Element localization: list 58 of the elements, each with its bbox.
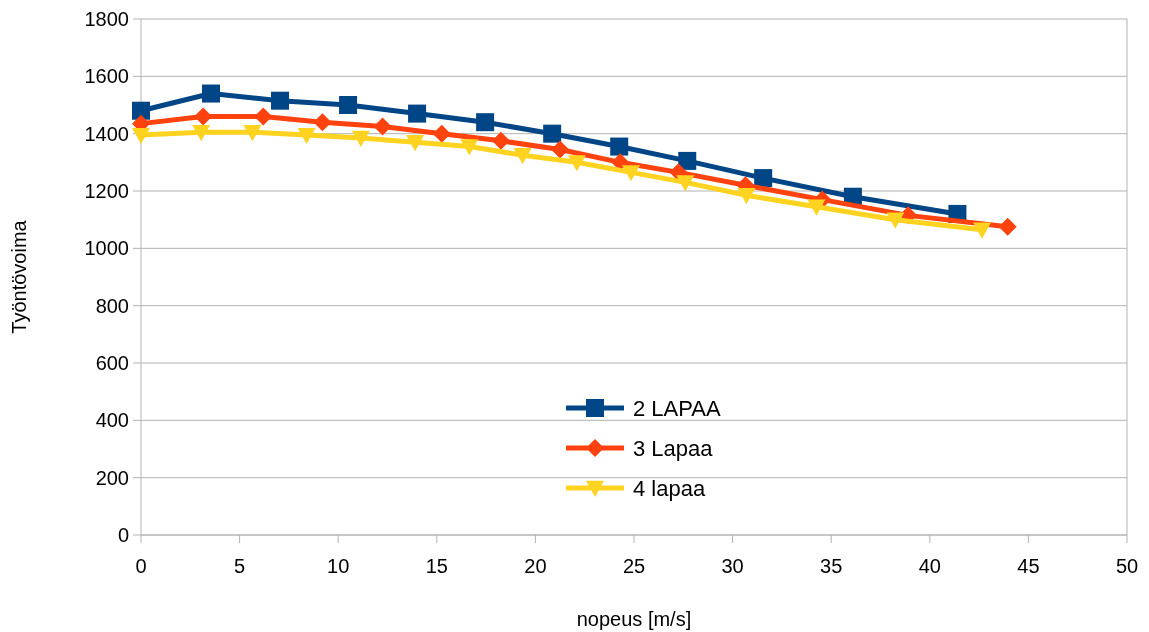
x-axis-title: nopeus [m/s]	[576, 608, 692, 630]
point	[491, 131, 510, 150]
point	[408, 104, 427, 123]
point	[567, 155, 586, 172]
point	[998, 217, 1017, 236]
y-axis-title: Työntövoima	[8, 219, 30, 334]
x-tick-label: 35	[820, 555, 843, 577]
point	[254, 107, 273, 126]
y-tick-label: 1600	[84, 65, 129, 88]
legend-label: 4 lapaa	[633, 475, 706, 501]
point	[132, 101, 150, 120]
point	[192, 125, 211, 142]
y-tick-label: 400	[95, 409, 129, 432]
point	[313, 113, 332, 132]
point	[373, 117, 392, 136]
x-tick-label: 40	[918, 555, 941, 577]
point	[339, 96, 358, 114]
point	[737, 188, 756, 205]
x-tick-label: 0	[135, 555, 147, 577]
x-tick-label: 25	[622, 555, 646, 577]
point	[271, 91, 290, 110]
point	[543, 124, 562, 143]
point	[610, 137, 629, 156]
point	[351, 130, 370, 147]
y-tick-label: 1800	[84, 8, 129, 30]
point	[297, 127, 316, 145]
point	[886, 212, 905, 229]
point	[676, 175, 695, 192]
point	[551, 140, 570, 159]
y-tick-label: 1000	[84, 237, 129, 260]
legend-label: 3 Lapaa	[633, 435, 714, 461]
y-tick-label: 800	[95, 294, 129, 317]
x-tick-label: 20	[524, 555, 547, 577]
x-tick-label: 45	[1017, 555, 1040, 577]
x-tick-label: 30	[721, 555, 744, 577]
point	[754, 169, 773, 188]
y-tick-label: 600	[95, 352, 129, 374]
y-tick-label: 200	[95, 466, 129, 489]
x-tick-label: 50	[1115, 555, 1139, 577]
y-tick-label: 0	[117, 524, 129, 546]
point	[406, 135, 425, 152]
legend-label: 2 LAPAA	[633, 395, 721, 421]
point	[513, 147, 532, 165]
y-tick-label: 1400	[84, 122, 129, 145]
point	[476, 113, 495, 132]
x-tick-label: 15	[425, 555, 448, 577]
point	[132, 127, 150, 145]
point	[432, 124, 451, 143]
point	[202, 84, 221, 103]
x-tick-label: 10	[327, 555, 350, 577]
point	[622, 165, 641, 182]
point	[807, 199, 826, 216]
y-tick-label: 1200	[84, 180, 129, 202]
point	[460, 139, 479, 156]
point	[243, 125, 262, 142]
point	[678, 151, 697, 170]
point	[973, 222, 992, 239]
x-tick-label: 5	[234, 555, 246, 577]
